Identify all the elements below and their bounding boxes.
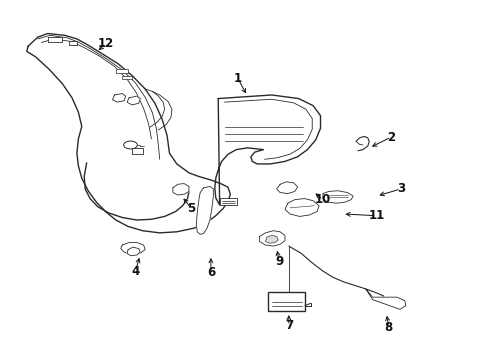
Text: 10: 10 bbox=[315, 193, 331, 206]
Polygon shape bbox=[173, 184, 189, 195]
Text: 11: 11 bbox=[368, 209, 385, 222]
Text: 5: 5 bbox=[187, 202, 196, 215]
Polygon shape bbox=[323, 191, 353, 203]
Polygon shape bbox=[121, 243, 145, 254]
Polygon shape bbox=[196, 186, 213, 234]
Bar bbox=[269, 292, 305, 311]
Polygon shape bbox=[260, 231, 285, 246]
Polygon shape bbox=[277, 182, 297, 194]
Text: 2: 2 bbox=[387, 131, 395, 144]
Text: 7: 7 bbox=[285, 319, 293, 332]
Polygon shape bbox=[127, 96, 140, 105]
Ellipse shape bbox=[123, 141, 137, 149]
Polygon shape bbox=[285, 199, 319, 216]
Polygon shape bbox=[113, 94, 125, 102]
Bar bbox=[69, 41, 77, 45]
Bar bbox=[48, 37, 62, 42]
Bar bbox=[132, 148, 143, 154]
Polygon shape bbox=[27, 33, 230, 233]
Text: 9: 9 bbox=[275, 255, 283, 268]
Polygon shape bbox=[215, 95, 320, 205]
Polygon shape bbox=[266, 235, 278, 243]
Text: 8: 8 bbox=[385, 321, 393, 334]
Text: 3: 3 bbox=[397, 183, 405, 195]
Text: 12: 12 bbox=[98, 37, 114, 50]
Bar bbox=[116, 69, 128, 73]
Text: 4: 4 bbox=[131, 265, 140, 278]
Text: 1: 1 bbox=[234, 72, 242, 85]
Bar bbox=[122, 76, 132, 79]
Bar bbox=[220, 198, 237, 205]
Text: 6: 6 bbox=[207, 266, 215, 279]
Polygon shape bbox=[127, 247, 140, 256]
